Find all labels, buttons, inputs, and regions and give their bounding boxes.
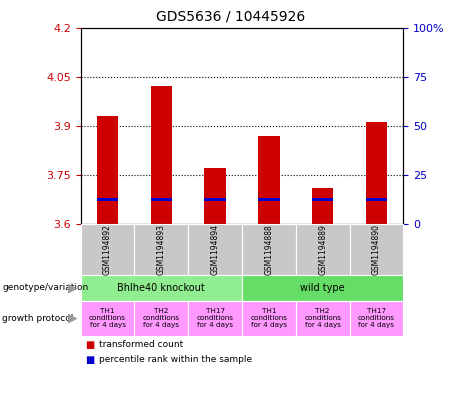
Bar (97, 116, 118, 224)
Bar (258, 198, 280, 201)
Text: wild type: wild type (301, 283, 345, 293)
Text: GSM1194893: GSM1194893 (157, 224, 166, 275)
Text: ▶: ▶ (68, 312, 77, 325)
Text: GSM1194888: GSM1194888 (265, 224, 273, 275)
Text: TH2
conditions
for 4 days: TH2 conditions for 4 days (304, 309, 341, 328)
Bar (312, 198, 333, 201)
Text: GSM1194894: GSM1194894 (211, 224, 219, 275)
Text: TH17
conditions
for 4 days: TH17 conditions for 4 days (358, 309, 395, 328)
Bar (312, 188, 333, 224)
Bar (151, 198, 172, 201)
Bar (204, 168, 226, 224)
Text: GSM1194889: GSM1194889 (318, 224, 327, 275)
Bar (366, 123, 387, 224)
Bar (258, 136, 280, 224)
Text: GSM1194892: GSM1194892 (103, 224, 112, 275)
Text: TH1
conditions
for 4 days: TH1 conditions for 4 days (250, 309, 287, 328)
Bar (366, 198, 387, 201)
Text: genotype/variation: genotype/variation (2, 283, 89, 292)
Bar (204, 198, 226, 201)
Text: ■: ■ (85, 340, 95, 350)
Text: growth protocol: growth protocol (2, 314, 74, 323)
Text: TH1
conditions
for 4 days: TH1 conditions for 4 days (89, 309, 126, 328)
Text: GDS5636 / 10445926: GDS5636 / 10445926 (156, 10, 305, 24)
Text: TH17
conditions
for 4 days: TH17 conditions for 4 days (197, 309, 234, 328)
Text: TH2
conditions
for 4 days: TH2 conditions for 4 days (143, 309, 180, 328)
Text: ■: ■ (85, 355, 95, 365)
Text: percentile rank within the sample: percentile rank within the sample (99, 355, 252, 364)
Bar (97, 198, 118, 201)
Bar (151, 86, 172, 224)
Text: transformed count: transformed count (99, 340, 183, 349)
Text: GSM1194890: GSM1194890 (372, 224, 381, 275)
Text: ▶: ▶ (68, 281, 77, 294)
Text: Bhlhe40 knockout: Bhlhe40 knockout (118, 283, 205, 293)
